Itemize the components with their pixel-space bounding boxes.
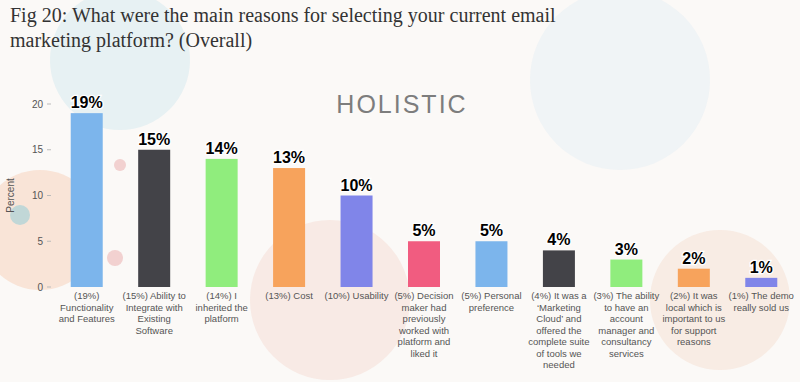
y-tick xyxy=(47,241,51,242)
data-label: 5% xyxy=(480,222,503,239)
category-label: (14%) Iinherited theplatform xyxy=(195,290,247,324)
category-label: (5%) Personalpreference xyxy=(461,290,521,313)
data-label: 13% xyxy=(273,149,305,166)
data-label: 15% xyxy=(138,131,170,148)
category-label-line: liked it xyxy=(411,348,438,359)
bar xyxy=(71,113,103,287)
chart: Fig 20: What were the main reasons for s… xyxy=(0,0,800,382)
data-label: 5% xyxy=(412,222,435,239)
category-label-line: for support xyxy=(671,325,717,336)
category-label-line: (2%) It was xyxy=(670,290,718,301)
category-label-line: worked with xyxy=(398,325,449,336)
data-label: 1% xyxy=(750,259,773,276)
category-label-line: of tools we xyxy=(536,348,581,359)
category-label-line: services xyxy=(609,348,644,359)
category-label-line: (15%) Ability to xyxy=(122,290,185,301)
title-line: Fig 20: What were the main reasons for s… xyxy=(10,4,556,27)
category-label: (10%) Usability xyxy=(325,290,389,301)
data-label: 10% xyxy=(341,177,373,194)
category-label: (5%) Decisionmaker hadpreviouslyworked w… xyxy=(394,290,453,359)
data-label: 2% xyxy=(682,250,705,267)
title: Fig 20: What were the main reasons for s… xyxy=(10,4,556,52)
category-label: (13%) Cost xyxy=(265,290,313,301)
category-label: (15%) Ability toIntegrate withExistingSo… xyxy=(122,290,185,336)
category-label-line: needed xyxy=(543,359,575,370)
category-label-line: manager and xyxy=(598,325,654,336)
background-decoration xyxy=(0,0,790,380)
bar xyxy=(475,241,507,287)
category-label-line: reasons xyxy=(677,336,711,347)
category-label-line: to have an xyxy=(604,302,648,313)
bar xyxy=(678,269,710,287)
bar xyxy=(408,241,440,287)
data-label: 19% xyxy=(71,94,103,111)
y-tick-label: 0 xyxy=(37,282,43,293)
category-label: (19%)Functionalityand Features xyxy=(59,290,115,324)
category-label-line: ‘Marketing xyxy=(537,302,581,313)
y-tick xyxy=(47,287,51,288)
category-label: (4%) It was a‘MarketingCloud’ andoffered… xyxy=(528,290,589,370)
category-label-line: (1%) The demo xyxy=(729,290,794,301)
bar xyxy=(273,168,305,287)
watermark: HOLISTIC xyxy=(336,90,467,118)
category-label-line: (3%) The ability xyxy=(593,290,659,301)
background-blob xyxy=(107,250,123,266)
y-tick-label: 5 xyxy=(37,236,43,247)
category-label-line: and Features xyxy=(59,313,115,324)
category-label-line: previously xyxy=(403,313,446,324)
category-label-line: (13%) Cost xyxy=(265,290,313,301)
bar xyxy=(341,196,373,288)
category-label-line: Integrate with xyxy=(126,302,183,313)
bar xyxy=(138,150,170,287)
category-label: (1%) The demoreally sold us xyxy=(729,290,794,313)
data-label: 4% xyxy=(547,231,570,248)
bar xyxy=(543,250,575,287)
category-label-line: Cloud’ and xyxy=(536,313,581,324)
category-label-line: Existing xyxy=(138,313,171,324)
category-label-line: account xyxy=(610,313,644,324)
y-axis-label: Percent xyxy=(5,178,16,213)
category-label-line: (5%) Personal xyxy=(461,290,521,301)
category-label-line: preference xyxy=(469,302,514,313)
y-tick-label: 10 xyxy=(32,190,44,201)
bar xyxy=(745,278,777,287)
category-label-line: maker had xyxy=(402,302,447,313)
bars xyxy=(71,113,778,287)
y-tick xyxy=(47,104,51,105)
data-label: 3% xyxy=(615,241,638,258)
category-label-line: consultancy xyxy=(601,336,651,347)
category-label-line: (4%) It was a xyxy=(531,290,587,301)
title-line: marketing platform? (Overall) xyxy=(10,29,252,52)
category-label-line: platform and xyxy=(398,336,451,347)
category-label-line: (5%) Decision xyxy=(394,290,453,301)
bar xyxy=(610,260,642,287)
category-label-line: (14%) I xyxy=(206,290,237,301)
data-label: 14% xyxy=(206,140,238,157)
bar xyxy=(206,159,238,287)
category-label-line: platform xyxy=(204,313,238,324)
category-label: (3%) The abilityto have anaccountmanager… xyxy=(593,290,659,359)
y-tick-label: 20 xyxy=(32,99,44,110)
y-tick-label: 15 xyxy=(32,144,44,155)
category-label-line: important to us xyxy=(662,313,725,324)
category-label-line: Functionality xyxy=(60,302,114,313)
category-label-line: complete suite xyxy=(528,336,589,347)
category-label-line: (10%) Usability xyxy=(325,290,389,301)
category-label-line: really sold us xyxy=(734,302,790,313)
category-label-line: offered the xyxy=(536,325,581,336)
y-tick xyxy=(47,149,51,150)
background-blob xyxy=(530,0,710,170)
category-label-line: inherited the xyxy=(195,302,247,313)
category-label-line: local which is xyxy=(666,302,722,313)
category-label-line: Software xyxy=(135,325,173,336)
background-blob xyxy=(114,159,126,171)
category-label-line: (19%) xyxy=(74,290,99,301)
category-label: (2%) It waslocal which isimportant to us… xyxy=(662,290,725,347)
y-tick xyxy=(47,195,51,196)
